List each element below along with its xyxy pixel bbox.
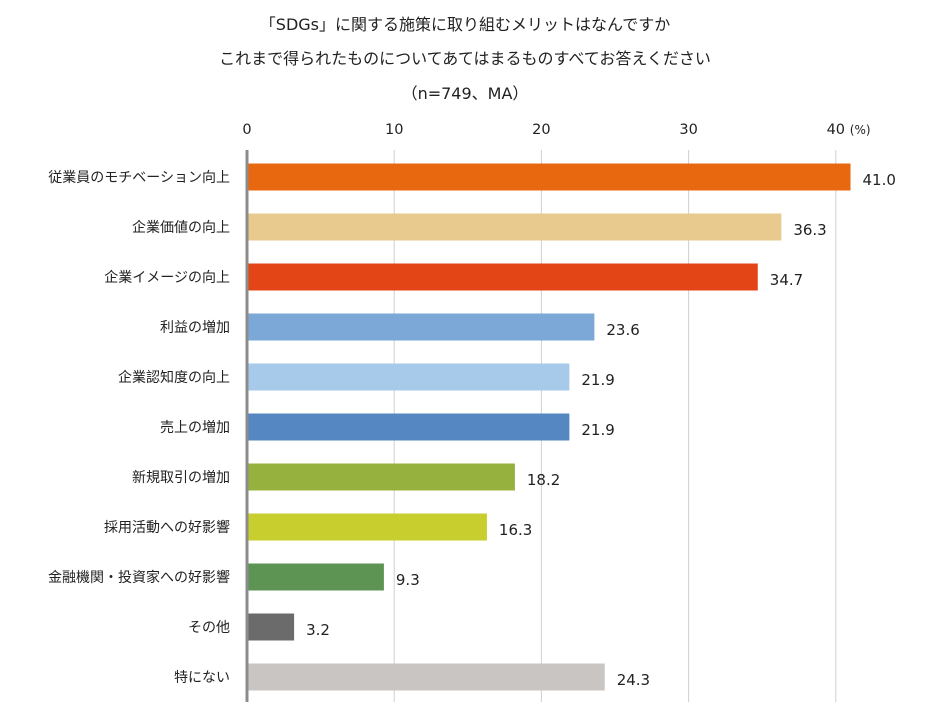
bars	[247, 163, 851, 691]
data-label: 9.3	[396, 571, 420, 589]
unit-label: (%)	[850, 123, 871, 137]
data-label: 23.6	[606, 321, 639, 339]
data-label: 41.0	[863, 171, 896, 189]
x-tick-label: 30	[679, 122, 697, 138]
x-tick-label: 0	[242, 122, 251, 138]
bar	[247, 613, 295, 641]
title-line-2: これまで得られたものについてあてはまるものすべてお答えください	[219, 49, 711, 68]
category-label: その他	[188, 620, 230, 636]
data-label: 36.3	[793, 221, 826, 239]
bar	[247, 363, 570, 391]
data-label: 3.2	[306, 621, 330, 639]
category-label: 特にない	[174, 670, 230, 686]
title-line-1: 「SDGs」に関する施策に取り組むメリットはなんですか	[260, 15, 670, 34]
bar	[247, 663, 605, 691]
category-label: 採用活動への好影響	[104, 519, 230, 536]
category-label: 新規取引の増加	[132, 470, 230, 486]
bar	[247, 513, 487, 541]
bar	[247, 213, 782, 241]
data-label: 21.9	[581, 421, 614, 439]
bar	[247, 263, 758, 291]
category-label: 利益の増加	[160, 320, 230, 336]
data-label: 18.2	[527, 471, 560, 489]
category-label: 金融機関・投資家への好影響	[48, 569, 230, 586]
category-label: 企業認知度の向上	[118, 369, 230, 386]
category-label: 企業イメージの向上	[104, 269, 230, 286]
category-labels: 従業員のモチベーション向上企業価値の向上企業イメージの向上利益の増加企業認知度の…	[48, 170, 230, 686]
x-tick-label: 40	[827, 122, 845, 138]
data-label: 34.7	[770, 271, 803, 289]
data-label: 16.3	[499, 521, 532, 539]
x-axis-ticks: 0 10 20 30 40 (%)	[242, 122, 870, 138]
bar	[247, 313, 595, 341]
category-label: 売上の増加	[160, 420, 230, 436]
data-label: 21.9	[581, 371, 614, 389]
bar	[247, 413, 570, 441]
value-labels: 41.0 36.3 34.7 23.6 21.9 21.9 18.2 16.3 9.3 3.2 24…	[306, 171, 896, 689]
bar	[247, 463, 515, 491]
bar	[247, 563, 384, 591]
chart-title: 「SDGs」に関する施策に取り組むメリットはなんですかこれまで得られたものについ…	[219, 15, 711, 103]
x-tick-label: 10	[385, 122, 403, 138]
title-line-3: （n=749、MA）	[402, 84, 529, 103]
bar	[247, 163, 851, 191]
category-label: 企業価値の向上	[132, 219, 230, 236]
category-label: 従業員のモチベーション向上	[48, 170, 230, 186]
data-label: 24.3	[617, 671, 650, 689]
x-tick-label: 20	[532, 122, 550, 138]
